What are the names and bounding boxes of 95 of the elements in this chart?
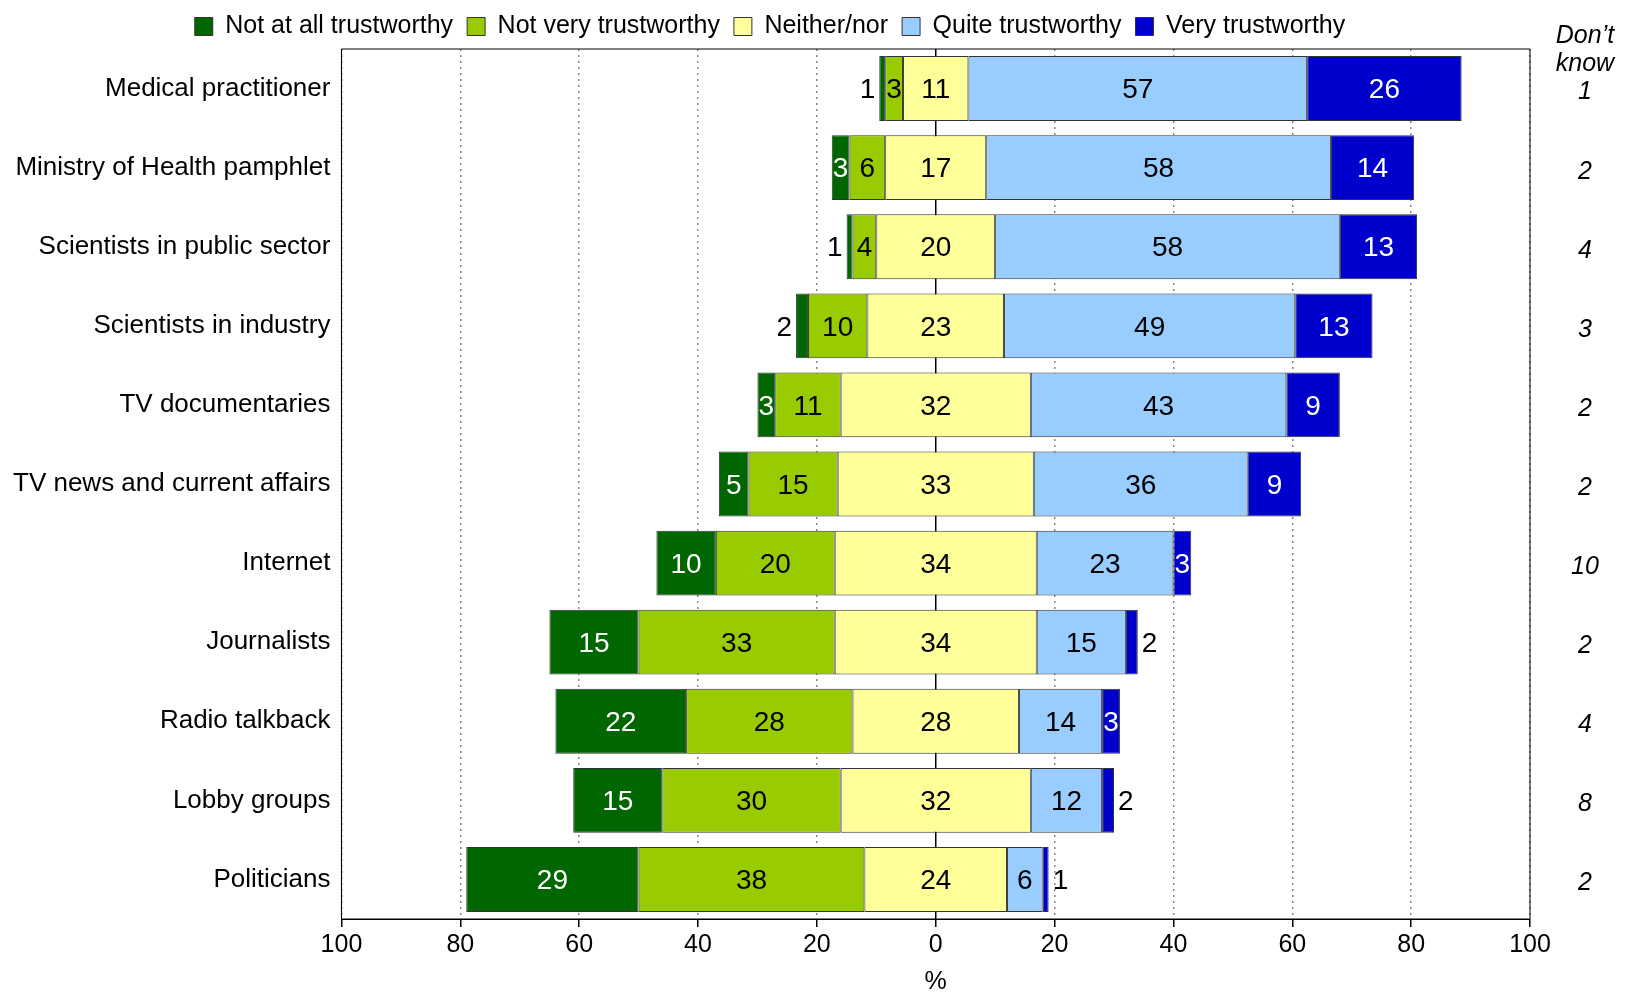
data-label: 3	[832, 152, 849, 184]
x-tick-label: 20	[1040, 928, 1069, 957]
data-label: 12	[1050, 785, 1083, 817]
x-tick-label: 100	[320, 928, 363, 957]
x-axis-title: %	[924, 965, 947, 994]
data-label: 38	[735, 864, 768, 896]
legend-label: Very trustworthy	[1166, 10, 1346, 39]
data-label: 15	[602, 785, 634, 817]
data-label: 29	[536, 864, 568, 896]
data-label: 13	[1318, 310, 1350, 342]
data-label: 13	[1362, 231, 1395, 263]
data-label: 3	[886, 73, 902, 105]
data-label: 1	[827, 231, 843, 263]
x-tick-label: 60	[565, 928, 594, 957]
data-label: 11	[793, 389, 823, 421]
data-label: 24	[920, 864, 952, 896]
y-tick-label: Scientists in industry	[93, 308, 331, 339]
y-tick-label: Ministry of Health pamphlet	[15, 150, 332, 181]
text: 10	[1571, 551, 1599, 580]
x-tick-label: 60	[1278, 928, 1307, 957]
data-label: 2	[1118, 785, 1134, 817]
data-label: 20	[759, 547, 791, 579]
legend-label: Not very trustworthy	[497, 10, 721, 39]
data-label: 32	[920, 785, 952, 817]
data-label: 57	[1122, 73, 1154, 105]
text: 4	[1578, 234, 1592, 263]
data-label: 17	[920, 152, 952, 184]
y-tick-label: Internet	[242, 546, 332, 577]
x-tick-label: 80	[1397, 928, 1426, 957]
text: 2	[1577, 155, 1593, 184]
data-label: 2	[1141, 626, 1158, 658]
legend-label: Neither/nor	[764, 10, 889, 39]
data-label: 49	[1134, 310, 1166, 342]
data-label: 3	[758, 389, 775, 421]
legend-label: Not at all trustworthy	[225, 10, 454, 39]
text: 2	[1577, 471, 1593, 500]
y-tick-label: Medical practitioner	[105, 71, 331, 102]
data-label: 22	[605, 705, 637, 737]
data-label: 34	[920, 626, 952, 658]
data-label: 30	[735, 785, 768, 817]
text: Don’t know	[1555, 19, 1617, 76]
y-tick-label: TV documentaries	[119, 388, 331, 419]
y-tick-label: TV news and current affairs	[12, 467, 331, 498]
data-label: 23	[1089, 547, 1121, 579]
data-label: 10	[670, 547, 702, 579]
y-tick-label: Journalists	[206, 625, 331, 656]
x-tick-label: 40	[684, 928, 712, 957]
x-tick-label: 20	[802, 928, 831, 957]
data-label: 6	[1017, 864, 1033, 896]
text: 4	[1578, 709, 1592, 738]
data-label: 3	[1174, 547, 1191, 579]
data-label: 43	[1143, 389, 1175, 421]
data-label: 9	[1305, 389, 1321, 421]
data-label: 11	[921, 73, 951, 105]
text: 3	[1578, 313, 1593, 342]
data-label: 1	[1052, 864, 1069, 896]
data-label: 6	[859, 152, 876, 184]
legend-label: Quite trustworthy	[932, 10, 1123, 39]
data-label: 10	[822, 310, 854, 342]
data-label: 26	[1368, 73, 1400, 105]
text: 8	[1578, 788, 1593, 817]
data-label: 9	[1266, 468, 1283, 500]
x-tick-label: 80	[446, 928, 475, 957]
data-label: 28	[920, 705, 952, 737]
data-label: 32	[920, 389, 952, 421]
data-label: 36	[1125, 468, 1157, 500]
y-tick-label: Scientists in public sector	[38, 229, 331, 260]
data-label: 58	[1143, 152, 1175, 184]
text: 2	[1577, 392, 1593, 421]
data-label: 58	[1151, 231, 1184, 263]
data-label: 1	[859, 73, 876, 105]
y-tick-label: Lobby groups	[172, 783, 331, 814]
data-label: 34	[920, 547, 952, 579]
data-label: 33	[920, 468, 952, 500]
data-label: 33	[721, 626, 753, 658]
text: 2	[1577, 630, 1593, 659]
x-tick-label: 40	[1159, 928, 1188, 957]
data-label: 4	[856, 231, 873, 263]
x-tick-label: 100	[1509, 928, 1551, 957]
data-label: 3	[1103, 705, 1119, 737]
data-label: 14	[1044, 705, 1077, 737]
data-label: 20	[920, 231, 952, 263]
y-tick-label: Radio talkback	[159, 704, 332, 735]
x-tick-label: 0	[928, 928, 943, 957]
data-label: 28	[753, 705, 785, 737]
data-label: 15	[777, 468, 809, 500]
data-label: 14	[1356, 152, 1389, 184]
data-label: 2	[776, 310, 793, 342]
text: 1	[1578, 76, 1592, 105]
data-label: 5	[725, 468, 742, 500]
data-label: 23	[920, 310, 952, 342]
data-label: 15	[1065, 626, 1097, 658]
data-label: 15	[578, 626, 610, 658]
y-tick-label: Politicians	[213, 862, 331, 893]
text: 2	[1577, 867, 1593, 896]
